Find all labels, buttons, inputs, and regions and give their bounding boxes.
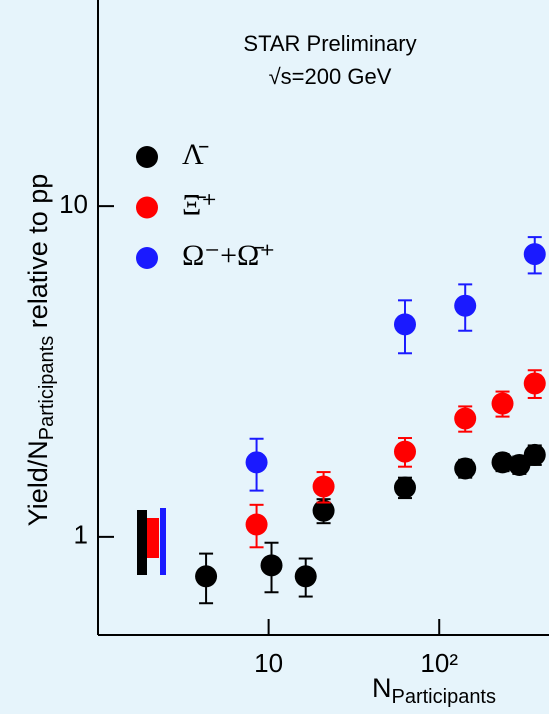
annotation: √s=200 GeV (269, 64, 392, 89)
x-label-sub: Participants (392, 686, 497, 708)
x-label-main: N (372, 673, 392, 703)
point (393, 476, 416, 499)
point (195, 565, 218, 588)
y-label-sub: Participants (36, 336, 58, 441)
y-tick-label: 1 (74, 520, 88, 550)
annotation: STAR Preliminary (243, 31, 416, 56)
y-label-main: Yield/N (23, 440, 53, 526)
legend-marker (136, 146, 158, 168)
x-axis-label: NParticipants (372, 673, 496, 708)
y-label-rest: relative to pp (23, 174, 53, 336)
point (294, 565, 317, 588)
point (245, 513, 268, 536)
point (312, 475, 335, 498)
point (393, 440, 416, 463)
point (393, 313, 416, 336)
y-axis-label: Yield/NParticipants relative to pp (23, 174, 58, 527)
point (523, 372, 546, 395)
legend-label: Ξ̄⁺ (182, 188, 217, 221)
point (491, 392, 514, 415)
point (454, 294, 477, 317)
point (491, 451, 514, 474)
point (454, 407, 477, 430)
x-tick-label: 10 (254, 648, 283, 678)
norm-uncertainty (147, 518, 159, 558)
point (260, 554, 283, 577)
point (454, 457, 477, 480)
y-tick-label: 10 (59, 189, 88, 219)
point (523, 443, 546, 466)
legend-label: Ω⁻+Ω̄⁺ (182, 239, 275, 272)
x-tick-label: 10² (420, 648, 458, 678)
norm-uncertainty (160, 508, 166, 575)
legend-marker (136, 247, 158, 269)
norm-uncertainty (137, 510, 147, 575)
point (312, 499, 335, 522)
point (245, 451, 268, 474)
point (523, 243, 546, 266)
legend-marker (136, 196, 158, 219)
